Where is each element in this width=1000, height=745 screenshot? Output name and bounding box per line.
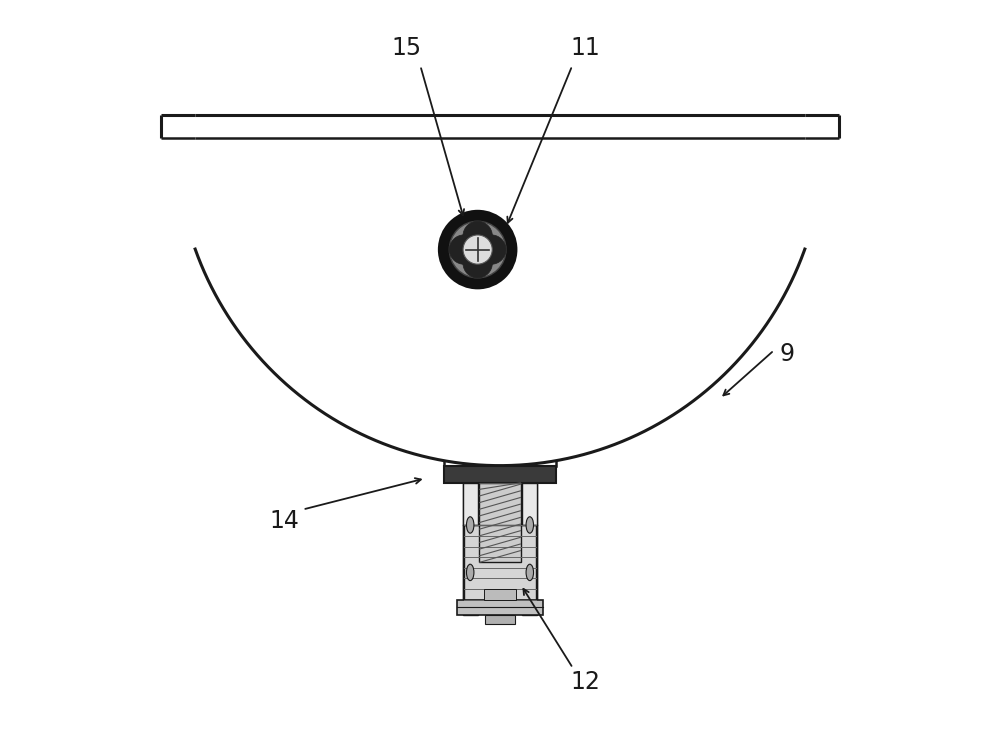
Circle shape [449,235,479,264]
Text: 14: 14 [269,510,299,533]
Text: 12: 12 [571,670,601,694]
Bar [522,483,537,615]
Circle shape [449,221,506,278]
Circle shape [463,235,492,264]
Circle shape [439,211,516,288]
Ellipse shape [466,564,474,580]
Bar [463,483,478,615]
Circle shape [463,221,492,251]
Ellipse shape [466,517,474,533]
Bar [457,600,543,615]
Circle shape [463,248,492,278]
Bar [464,525,536,600]
Text: 15: 15 [392,37,422,60]
Bar [484,589,516,600]
Text: 11: 11 [571,37,601,60]
Bar [485,615,515,624]
Text: 9: 9 [779,342,794,366]
Ellipse shape [526,564,534,580]
Bar [479,483,521,562]
Circle shape [477,235,506,264]
Bar [444,466,556,483]
Ellipse shape [526,517,534,533]
